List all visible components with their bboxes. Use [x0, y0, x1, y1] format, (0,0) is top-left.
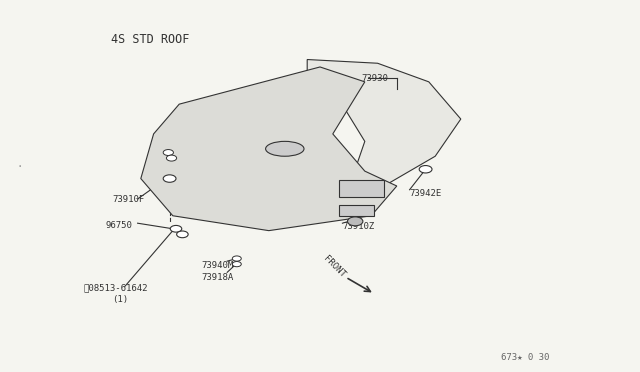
Circle shape	[170, 225, 182, 232]
Text: 4S STD ROOF: 4S STD ROOF	[111, 33, 189, 45]
Circle shape	[177, 231, 188, 238]
Circle shape	[348, 217, 363, 226]
Text: 673★ 0 30: 673★ 0 30	[500, 353, 549, 362]
Circle shape	[163, 175, 176, 182]
Text: ·: ·	[17, 160, 21, 174]
FancyBboxPatch shape	[339, 205, 374, 216]
Text: 73910Z: 73910Z	[342, 222, 374, 231]
Circle shape	[232, 262, 241, 267]
Text: (1): (1)	[112, 295, 128, 304]
Text: 73930: 73930	[362, 74, 388, 83]
Text: 73918A: 73918A	[202, 273, 234, 282]
Circle shape	[419, 166, 432, 173]
Polygon shape	[307, 60, 461, 186]
Text: 倈08513-61642: 倈08513-61642	[83, 284, 148, 293]
Circle shape	[166, 155, 177, 161]
Text: FRONT: FRONT	[321, 254, 347, 280]
Text: 73910F: 73910F	[112, 195, 144, 203]
Polygon shape	[141, 67, 397, 231]
Ellipse shape	[266, 141, 304, 156]
Circle shape	[232, 256, 241, 261]
Circle shape	[163, 150, 173, 155]
Text: 73942E: 73942E	[410, 189, 442, 198]
Text: 73940M: 73940M	[202, 262, 234, 270]
FancyBboxPatch shape	[339, 180, 384, 197]
Text: 96750: 96750	[106, 221, 132, 230]
